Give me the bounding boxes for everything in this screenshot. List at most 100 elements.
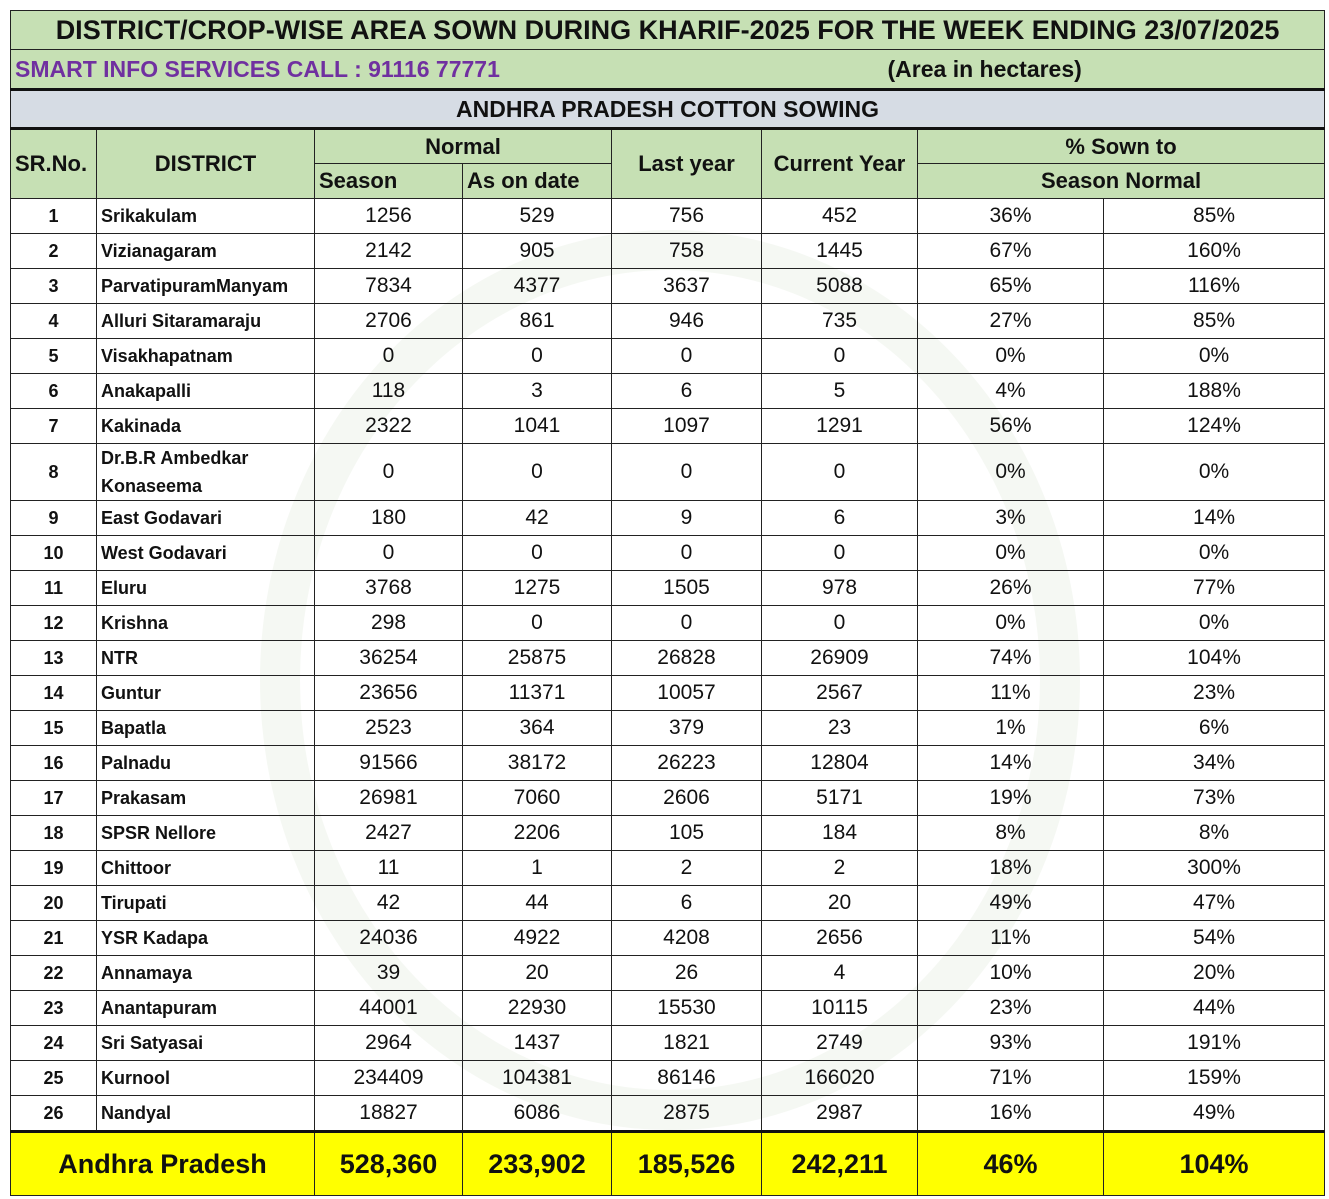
cell-pct-as-on-date: 56% [917,408,1104,444]
cell-normal-season: 1256 [314,198,463,234]
cell-district: Eluru [96,570,315,606]
cell-normal-as-on-date: 1437 [462,1025,612,1061]
cell-normal-season: 2523 [314,710,463,746]
cell-current-year: 452 [761,198,918,234]
cell-normal-as-on-date: 25875 [462,640,612,676]
cell-normal-season: 18827 [314,1095,463,1132]
cell-normal-as-on-date: 3 [462,373,612,409]
cell-normal-season: 234409 [314,1060,463,1096]
cell-sr-no: 26 [10,1095,97,1132]
header-season: Season [314,163,463,199]
cell-last-year: 6 [611,373,762,409]
cell-normal-as-on-date: 44 [462,885,612,921]
cell-last-year: 15530 [611,990,762,1026]
cell-pct-as-on-date: 67% [917,233,1104,269]
cell-normal-season: 180 [314,500,463,536]
cell-last-year: 0 [611,338,762,374]
table-row: 15 Bapatla 2523 364 379 23 1% 6% [10,710,1326,746]
header-season-normal: Season Normal [916,163,1326,199]
cell-pct-season: 34% [1102,745,1326,781]
table-row: 24 Sri Satyasai 2964 1437 1821 2749 93% 191% [10,1025,1326,1061]
cell-current-year: 0 [761,443,918,501]
cell-sr-no: 12 [10,605,97,641]
cell-normal-season: 3768 [314,570,463,606]
cell-current-year: 2987 [761,1095,918,1132]
cell-normal-season: 2322 [314,408,463,444]
cell-last-year: 26223 [611,745,762,781]
cell-sr-no: 2 [10,233,97,269]
cell-current-year: 2567 [761,675,918,711]
cell-normal-season: 0 [314,443,463,501]
cell-sr-no: 7 [10,408,97,444]
cell-last-year: 1821 [611,1025,762,1061]
cell-normal-season: 91566 [314,745,463,781]
cell-normal-as-on-date: 4377 [462,268,612,304]
cell-current-year: 23 [761,710,918,746]
cell-pct-as-on-date: 65% [917,268,1104,304]
table-row: 13 NTR 36254 25875 26828 26909 74% 104% [10,640,1326,676]
total-label: Andhra Pradesh [10,1130,315,1196]
cell-normal-as-on-date: 22930 [462,990,612,1026]
cell-normal-as-on-date: 0 [462,338,612,374]
cell-normal-season: 2427 [314,815,463,851]
cell-district: Anantapuram [96,990,315,1026]
cell-pct-season: 77% [1102,570,1326,606]
cell-district: West Godavari [96,535,315,571]
cell-current-year: 0 [761,338,918,374]
cell-district: Dr.B.R Ambedkar Konaseema [96,443,315,501]
cell-pct-season: 191% [1102,1025,1326,1061]
table-row: 14 Guntur 23656 11371 10057 2567 11% 23% [10,675,1326,711]
cell-district: Anakapalli [96,373,315,409]
cell-normal-as-on-date: 861 [462,303,612,339]
cell-district: Palnadu [96,745,315,781]
cell-normal-season: 42 [314,885,463,921]
cell-last-year: 756 [611,198,762,234]
cell-pct-as-on-date: 16% [917,1095,1104,1132]
cell-pct-season: 49% [1102,1095,1326,1132]
cell-district: Kakinada [96,408,315,444]
cell-sr-no: 4 [10,303,97,339]
cell-normal-season: 39 [314,955,463,991]
table-row: 6 Anakapalli 118 3 6 5 4% 188% [10,373,1326,409]
cell-normal-season: 11 [314,850,463,886]
cell-current-year: 12804 [761,745,918,781]
cell-normal-as-on-date: 104381 [462,1060,612,1096]
cell-sr-no: 17 [10,780,97,816]
cell-last-year: 946 [611,303,762,339]
cell-district: Chittoor [96,850,315,886]
cell-pct-as-on-date: 19% [917,780,1104,816]
cell-pct-as-on-date: 23% [917,990,1104,1026]
total-pct-season: 104% [1102,1130,1326,1196]
cell-district: East Godavari [96,500,315,536]
cell-district: Vizianagaram [96,233,315,269]
cell-pct-as-on-date: 4% [917,373,1104,409]
cell-last-year: 4208 [611,920,762,956]
cell-sr-no: 8 [10,443,97,501]
table-body: 1 Srikakulam 1256 529 756 452 36% 85% 2 Vizianaga… [10,198,1326,1132]
cell-district: SPSR Nellore [96,815,315,851]
table-row: 22 Annamaya 39 20 26 4 10% 20% [10,955,1326,991]
cell-last-year: 1097 [611,408,762,444]
cell-normal-as-on-date: 905 [462,233,612,269]
cell-normal-as-on-date: 38172 [462,745,612,781]
cell-district: Annamaya [96,955,315,991]
unit-note: (Area in hectares) [887,55,1082,82]
table-row: 5 Visakhapatnam 0 0 0 0 0% 0% [10,338,1326,374]
table-row: 8 Dr.B.R Ambedkar Konaseema 0 0 0 0 0% 0% [10,443,1326,501]
cell-pct-season: 124% [1102,408,1326,444]
cell-last-year: 758 [611,233,762,269]
cell-normal-season: 44001 [314,990,463,1026]
cell-sr-no: 20 [10,885,97,921]
cell-sr-no: 25 [10,1060,97,1096]
cell-district: Nandyal [96,1095,315,1132]
header-pct-sown: % Sown to [916,128,1326,164]
cell-last-year: 2 [611,850,762,886]
cell-normal-season: 2142 [314,233,463,269]
cell-current-year: 5088 [761,268,918,304]
cell-normal-season: 36254 [314,640,463,676]
cell-normal-season: 23656 [314,675,463,711]
cell-normal-season: 0 [314,338,463,374]
cell-pct-season: 160% [1102,233,1326,269]
cell-district: Guntur [96,675,315,711]
cell-current-year: 184 [761,815,918,851]
